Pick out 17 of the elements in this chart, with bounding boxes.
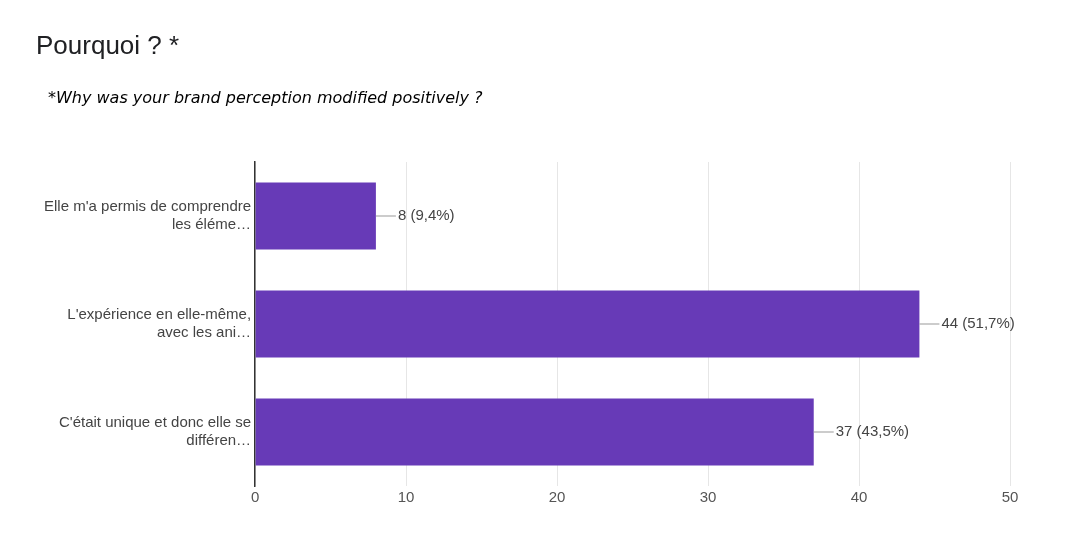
- x-tick-label: 0: [250, 488, 260, 506]
- bar: [255, 398, 814, 466]
- y-tick-label: Elle m'a permis de comprendre les éléme…: [43, 197, 252, 233]
- chart-title: Pourquoi ? *: [36, 30, 180, 61]
- x-tick-label: 50: [1001, 488, 1019, 506]
- chart-subtitle: *Why was your brand perception modified positively ?: [48, 88, 483, 107]
- data-label: 37 (43,5%): [835, 422, 910, 440]
- y-tick-label: C'était unique et donc elle se différen…: [58, 413, 252, 449]
- bar: [255, 290, 920, 358]
- x-tick-label: 10: [397, 488, 415, 506]
- x-tick-label: 30: [699, 488, 717, 506]
- x-tick-label: 40: [850, 488, 868, 506]
- data-label: 44 (51,7%): [941, 314, 1015, 332]
- y-tick-label: L'expérience en elle-même, avec les ani…: [67, 305, 252, 341]
- x-tick-label: 20: [548, 488, 566, 506]
- bar: [255, 182, 376, 250]
- data-label: 8 (9,4%): [397, 206, 455, 224]
